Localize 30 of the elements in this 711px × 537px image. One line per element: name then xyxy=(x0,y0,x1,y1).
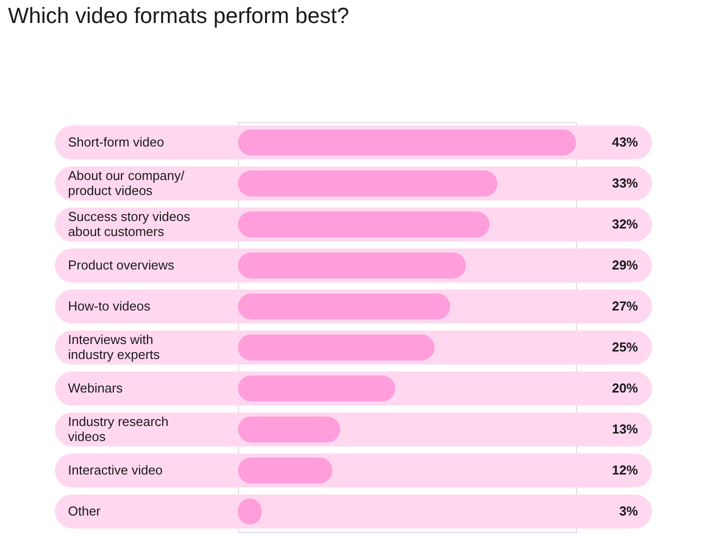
data-label: 13% xyxy=(612,422,638,436)
data-label: 20% xyxy=(612,380,638,396)
bar xyxy=(238,252,466,278)
y-tick-label: Interviews with industry experts xyxy=(68,332,160,362)
y-tick-label: Other xyxy=(68,504,102,518)
data-label: 25% xyxy=(612,340,638,354)
data-label: 33% xyxy=(612,176,638,190)
y-tick-label: Webinars xyxy=(68,380,124,396)
data-label: 3% xyxy=(619,504,638,518)
data-label: 27% xyxy=(612,298,638,314)
bar xyxy=(238,376,396,402)
bar xyxy=(238,334,435,360)
y-tick-label: About our company/ product videos xyxy=(68,168,185,198)
y-tick-label: Interactive video xyxy=(68,462,163,478)
bar xyxy=(238,130,576,156)
chart-title: Which video formats perform best? xyxy=(8,3,350,28)
data-label: 12% xyxy=(612,462,638,478)
data-label: 43% xyxy=(612,134,638,150)
y-tick-label: Short-form video xyxy=(68,134,164,150)
y-tick-label: Success story videos about customers xyxy=(68,209,191,239)
bar xyxy=(238,416,340,442)
y-tick-label: How-to videos xyxy=(68,298,151,314)
data-label: 32% xyxy=(612,216,638,232)
bar xyxy=(238,294,450,320)
bar xyxy=(238,212,490,238)
y-tick-label: Industry research videos xyxy=(68,414,168,444)
y-tick-label: Product overviews xyxy=(68,258,175,272)
data-label: 29% xyxy=(612,258,638,272)
bar xyxy=(238,170,498,196)
bar xyxy=(238,458,332,484)
